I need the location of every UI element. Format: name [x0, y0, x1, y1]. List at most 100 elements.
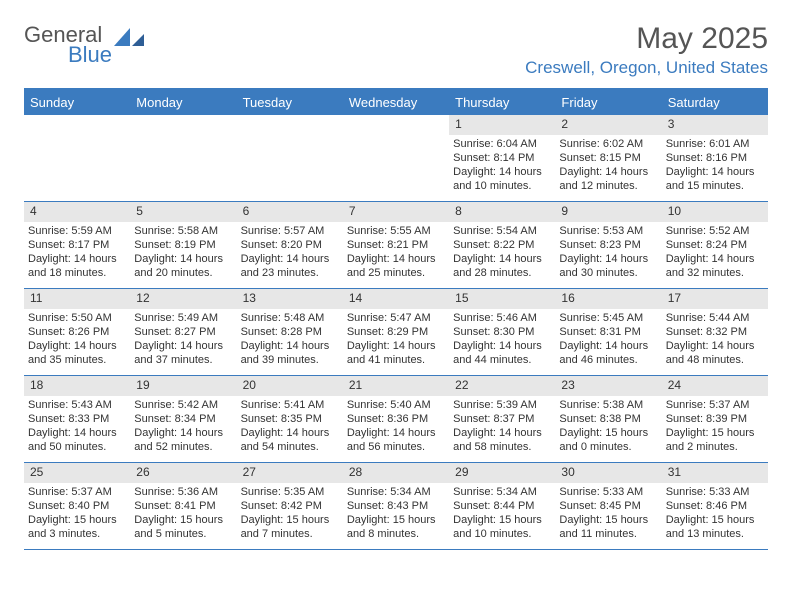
day-number: 24: [662, 376, 768, 396]
sunrise-text: Sunrise: 5:55 AM: [347, 224, 445, 238]
sunset-text: Sunset: 8:28 PM: [241, 325, 339, 339]
sunrise-text: Sunrise: 5:44 AM: [666, 311, 764, 325]
week-row: 1Sunrise: 6:04 AMSunset: 8:14 PMDaylight…: [24, 115, 768, 202]
day-number: 20: [237, 376, 343, 396]
sunrise-text: Sunrise: 5:33 AM: [666, 485, 764, 499]
daylight-text: Daylight: 14 hours and 56 minutes.: [347, 426, 445, 455]
sunrise-text: Sunrise: 5:48 AM: [241, 311, 339, 325]
brand-part2: Blue: [68, 42, 112, 68]
daylight-text: Daylight: 14 hours and 20 minutes.: [134, 252, 232, 281]
sunset-text: Sunset: 8:36 PM: [347, 412, 445, 426]
month-title: May 2025: [525, 22, 768, 56]
dow-wednesday: Wednesday: [343, 90, 449, 115]
day-cell: 6 Sunrise: 5:57 AMSunset: 8:20 PMDaylight…: [237, 202, 343, 288]
day-of-week-header: SundayMondayTuesdayWednesdayThursdayFrid…: [24, 90, 768, 115]
sunset-text: Sunset: 8:26 PM: [28, 325, 126, 339]
daylight-text: Daylight: 14 hours and 44 minutes.: [453, 339, 551, 368]
sunrise-text: Sunrise: 5:59 AM: [28, 224, 126, 238]
day-number: [237, 115, 343, 135]
sunset-text: Sunset: 8:46 PM: [666, 499, 764, 513]
sunset-text: Sunset: 8:43 PM: [347, 499, 445, 513]
sunrise-text: Sunrise: 5:38 AM: [559, 398, 657, 412]
daylight-text: Daylight: 14 hours and 39 minutes.: [241, 339, 339, 368]
day-cell: 20Sunrise: 5:41 AMSunset: 8:35 PMDayligh…: [237, 376, 343, 462]
sunset-text: Sunset: 8:14 PM: [453, 151, 551, 165]
sunset-text: Sunset: 8:33 PM: [28, 412, 126, 426]
sunrise-text: Sunrise: 5:37 AM: [666, 398, 764, 412]
daylight-text: Daylight: 14 hours and 28 minutes.: [453, 252, 551, 281]
daylight-text: Daylight: 14 hours and 46 minutes.: [559, 339, 657, 368]
sunrise-text: Sunrise: 5:34 AM: [453, 485, 551, 499]
day-number: 16: [555, 289, 661, 309]
sunset-text: Sunset: 8:35 PM: [241, 412, 339, 426]
sunset-text: Sunset: 8:15 PM: [559, 151, 657, 165]
day-number: 6: [237, 202, 343, 222]
sunrise-text: Sunrise: 5:39 AM: [453, 398, 551, 412]
daylight-text: Daylight: 15 hours and 11 minutes.: [559, 513, 657, 542]
day-cell: 19Sunrise: 5:42 AMSunset: 8:34 PMDayligh…: [130, 376, 236, 462]
day-cell: 26Sunrise: 5:36 AMSunset: 8:41 PMDayligh…: [130, 463, 236, 549]
empty-cell: [237, 115, 343, 201]
day-cell: 31Sunrise: 5:33 AMSunset: 8:46 PMDayligh…: [662, 463, 768, 549]
day-number: 23: [555, 376, 661, 396]
sunrise-text: Sunrise: 5:58 AM: [134, 224, 232, 238]
sunset-text: Sunset: 8:41 PM: [134, 499, 232, 513]
sunset-text: Sunset: 8:23 PM: [559, 238, 657, 252]
week-row: 11Sunrise: 5:50 AMSunset: 8:26 PMDayligh…: [24, 289, 768, 376]
day-number: 30: [555, 463, 661, 483]
day-number: 26: [130, 463, 236, 483]
day-number: 11: [24, 289, 130, 309]
sunset-text: Sunset: 8:22 PM: [453, 238, 551, 252]
day-cell: 30Sunrise: 5:33 AMSunset: 8:45 PMDayligh…: [555, 463, 661, 549]
empty-cell: [130, 115, 236, 201]
sunset-text: Sunset: 8:21 PM: [347, 238, 445, 252]
day-cell: 17Sunrise: 5:44 AMSunset: 8:32 PMDayligh…: [662, 289, 768, 375]
daylight-text: Daylight: 14 hours and 23 minutes.: [241, 252, 339, 281]
day-cell: 2Sunrise: 6:02 AMSunset: 8:15 PMDaylight…: [555, 115, 661, 201]
day-number: 14: [343, 289, 449, 309]
daylight-text: Daylight: 14 hours and 48 minutes.: [666, 339, 764, 368]
sunrise-text: Sunrise: 5:41 AM: [241, 398, 339, 412]
daylight-text: Daylight: 14 hours and 52 minutes.: [134, 426, 232, 455]
empty-cell: [24, 115, 130, 201]
week-row: 18 Sunrise: 5:43 AMSunset: 8:33 PM Dayligh…: [24, 376, 768, 463]
sunrise-text: Sunrise: 5:54 AM: [453, 224, 551, 238]
header: General Blue May 2025 Creswell, Oregon, …: [24, 22, 768, 78]
daylight-text: Daylight: 15 hours and 13 minutes.: [666, 513, 764, 542]
sunrise-text: Sunrise: 6:01 AM: [666, 137, 764, 151]
sunset-text: Sunset: 8:20 PM: [241, 238, 339, 252]
day-cell: 23Sunrise: 5:38 AMSunset: 8:38 PMDayligh…: [555, 376, 661, 462]
day-number: 8: [449, 202, 555, 222]
day-number: 27: [237, 463, 343, 483]
dow-monday: Monday: [130, 90, 236, 115]
day-cell: 1Sunrise: 6:04 AMSunset: 8:14 PMDaylight…: [449, 115, 555, 201]
sunrise-text: Sunrise: 5:53 AM: [559, 224, 657, 238]
day-number: 1: [449, 115, 555, 135]
day-number: 5: [130, 202, 236, 222]
daylight-text: Daylight: 14 hours and 12 minutes.: [559, 165, 657, 194]
sunrise-text: Sunrise: 5:33 AM: [559, 485, 657, 499]
day-cell: 10Sunrise: 5:52 AMSunset: 8:24 PMDayligh…: [662, 202, 768, 288]
empty-cell: [343, 115, 449, 201]
sunrise-text: Sunrise: 5:43 AM: [28, 398, 126, 412]
day-number: 18: [24, 376, 130, 396]
daylight-text: Daylight: 14 hours and 15 minutes.: [666, 165, 764, 194]
day-number: 4: [24, 202, 130, 222]
daylight-text: Daylight: 14 hours and 37 minutes.: [134, 339, 232, 368]
sunrise-text: Sunrise: 6:02 AM: [559, 137, 657, 151]
day-number: 3: [662, 115, 768, 135]
sunset-text: Sunset: 8:32 PM: [666, 325, 764, 339]
sunset-text: Sunset: 8:17 PM: [28, 238, 126, 252]
brand-logo: General Blue: [24, 22, 154, 68]
day-number: 22: [449, 376, 555, 396]
day-number: 29: [449, 463, 555, 483]
day-cell: 27Sunrise: 5:35 AMSunset: 8:42 PMDayligh…: [237, 463, 343, 549]
sunrise-text: Sunrise: 5:57 AM: [241, 224, 339, 238]
daylight-text: Daylight: 15 hours and 5 minutes.: [134, 513, 232, 542]
day-number: 9: [555, 202, 661, 222]
day-number: 21: [343, 376, 449, 396]
day-cell: 9Sunrise: 5:53 AMSunset: 8:23 PMDaylight…: [555, 202, 661, 288]
week-row: 4 Sunrise: 5:59 AMSunset: 8:17 PM Daylight…: [24, 202, 768, 289]
day-cell: 13Sunrise: 5:48 AMSunset: 8:28 PMDayligh…: [237, 289, 343, 375]
daylight-text: Daylight: 14 hours and 35 minutes.: [28, 339, 126, 368]
